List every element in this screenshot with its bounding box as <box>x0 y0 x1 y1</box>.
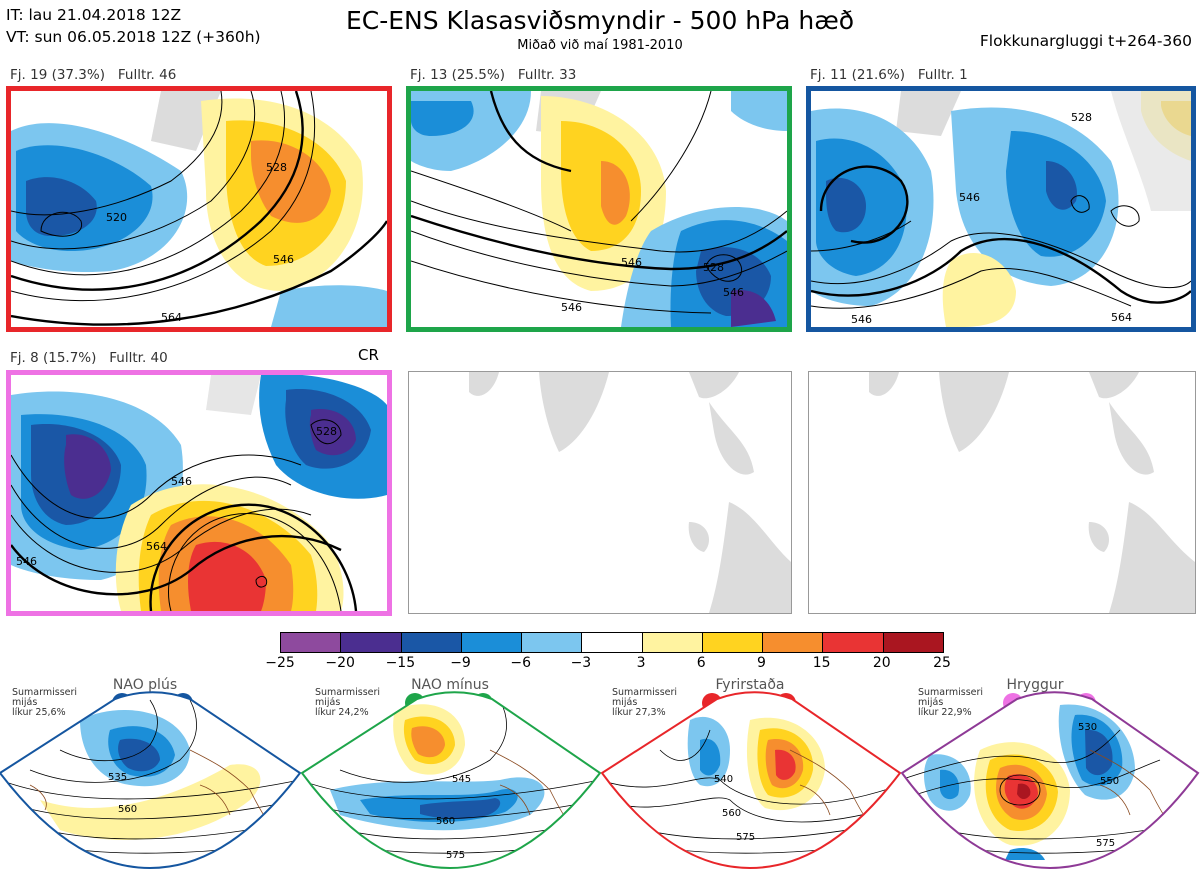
colorbar-tick-label: 9 <box>756 655 766 671</box>
colorbar-tick-label: 6 <box>696 655 706 671</box>
colorbar-segment <box>460 633 522 652</box>
colorbar-ticks: −25 −20 −15 −9 −6 −3 3 6 9 15 20 25 <box>265 655 951 675</box>
regime-2-map: 545 560 575 <box>300 690 602 871</box>
contour-label: 564 <box>1111 311 1132 324</box>
page-title: EC-ENS Klasasviðsmyndir - 500 hPa hæð <box>345 6 855 35</box>
cluster-2-map: 546 528 546 546 <box>406 86 792 332</box>
regime-4-season: Sumarmisseri mijás líkur 22,9% <box>918 687 984 718</box>
regime-4-map: 530 550 575 <box>900 690 1200 871</box>
colorbar-segment <box>762 633 823 652</box>
contour-label: 550 <box>1100 776 1119 787</box>
colorbar <box>280 632 944 653</box>
regime-2-season: Sumarmisseri mijás líkur 24,2% <box>315 687 381 718</box>
colorbar-tick-label: −25 <box>265 655 295 671</box>
contour-label: 546 <box>959 191 980 204</box>
cluster-1-map: 528 546 564 520 <box>6 86 392 332</box>
contour-label: 575 <box>446 850 465 861</box>
cluster-4-label: Fj. 8 (15.7%) Fulltr. 40 <box>10 350 168 366</box>
cluster-1-label: Fj. 19 (37.3%) Fulltr. 46 <box>10 67 177 83</box>
colorbar-tick-label: 3 <box>636 655 646 671</box>
contour-label: 546 <box>16 555 37 568</box>
contour-label: 575 <box>736 832 755 843</box>
regime-3-map: 540 560 575 <box>600 690 902 871</box>
contour-label: 540 <box>714 774 733 785</box>
regime-3-season: Sumarmisseri mijás líkur 27,3% <box>612 687 678 718</box>
cluster-3-label: Fj. 11 (21.6%) Fulltr. 1 <box>810 67 968 83</box>
contour-label: 520 <box>106 211 127 224</box>
contour-label: 546 <box>851 313 872 326</box>
colorbar-segment <box>281 633 341 652</box>
empty-map-1 <box>408 371 792 614</box>
regime-4-name: Hryggur <box>1006 677 1064 693</box>
colorbar-tick-label: −20 <box>325 655 355 671</box>
contour-label: 528 <box>316 425 337 438</box>
window-label: Flokkunargluggi t+264-360 <box>979 32 1192 50</box>
contour-label: 546 <box>561 301 582 314</box>
colorbar-segment <box>581 633 642 652</box>
regime-2-name: NAO mínus <box>411 677 489 693</box>
colorbar-segment <box>882 633 943 652</box>
colorbar-tick-label: 15 <box>812 655 831 671</box>
colorbar-tick-label: −3 <box>570 655 592 671</box>
contour-label: 528 <box>1071 111 1092 124</box>
contour-label: 546 <box>723 286 744 299</box>
contour-label: 575 <box>1096 838 1115 849</box>
colorbar-tick-label: −6 <box>510 655 532 671</box>
contour-label: 545 <box>452 774 471 785</box>
colorbar-segment <box>521 633 582 652</box>
init-time: IT: lau 21.04.2018 12Z <box>6 6 182 24</box>
contour-label: 564 <box>146 540 167 553</box>
colorbar-segment <box>822 633 883 652</box>
contour-label: 528 <box>266 161 287 174</box>
colorbar-tick-label: 20 <box>872 655 891 671</box>
contour-label: 530 <box>1078 722 1097 733</box>
regime-1-name: NAO plús <box>112 677 178 693</box>
contour-label: 560 <box>722 808 741 819</box>
colorbar-tick-label: −15 <box>385 655 416 671</box>
cr-label: CR <box>358 346 379 364</box>
contour-label: 528 <box>703 261 724 274</box>
colorbar-tick-label: 25 <box>933 655 951 671</box>
colorbar-segment <box>641 633 702 652</box>
valid-time: VT: sun 06.05.2018 12Z (+360h) <box>6 28 261 46</box>
contour-label: 564 <box>161 311 182 324</box>
contour-label: 560 <box>436 816 455 827</box>
contour-label: 546 <box>171 475 192 488</box>
regime-3-name: Fyrirstaða <box>715 677 785 693</box>
regime-1-season: Sumarmisseri mijás líkur 25,6% <box>12 687 78 718</box>
colorbar-tick-label: −9 <box>450 655 471 671</box>
colorbar-segment <box>340 633 401 652</box>
empty-map-2 <box>808 371 1196 614</box>
contour-label: 535 <box>108 772 127 783</box>
colorbar-segment <box>701 633 763 652</box>
cluster-4-map: 546 564 528 546 <box>6 370 392 616</box>
contour-label: 546 <box>621 256 642 269</box>
contour-label: 560 <box>118 804 137 815</box>
contour-label: 546 <box>273 253 294 266</box>
regime-1-map: 535 560 <box>0 690 302 871</box>
cluster-3-map: 546 564 546 528 <box>806 86 1196 332</box>
colorbar-segment <box>400 633 461 652</box>
cluster-2-label: Fj. 13 (25.5%) Fulltr. 33 <box>410 67 577 83</box>
page-subtitle: Miðað við maí 1981-2010 <box>517 38 683 53</box>
